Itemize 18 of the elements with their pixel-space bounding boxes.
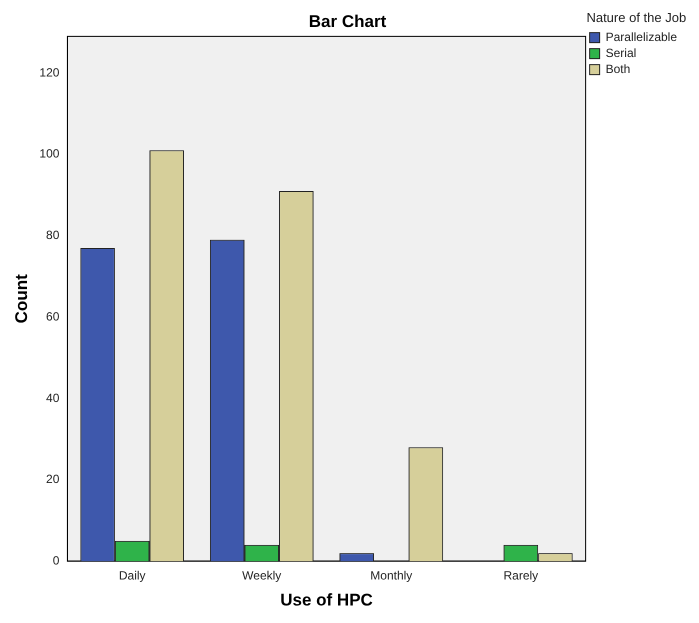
y-tick-label: 80	[46, 228, 60, 242]
legend-label: Serial	[606, 46, 636, 60]
x-tick-label: Weekly	[242, 568, 282, 583]
x-tick-label: Monthly	[370, 568, 412, 583]
y-tick-label: 60	[46, 309, 60, 324]
legend-label: Parallelizable	[606, 30, 678, 44]
legend-label: Both	[606, 62, 630, 76]
chart-title: Bar Chart	[308, 12, 387, 31]
y-tick-label: 100	[39, 146, 60, 161]
x-tick-label: Rarely	[504, 568, 538, 583]
x-tick-label: Daily	[118, 568, 146, 583]
x-axis-title: Use of HPC	[280, 590, 373, 610]
y-axis-title: Count	[12, 274, 31, 324]
legend-title: Nature of the Job	[586, 10, 686, 26]
y-tick-label: 0	[52, 554, 60, 568]
y-tick-label: 120	[39, 65, 60, 80]
y-tick-label: 20	[46, 472, 60, 486]
y-tick-label: 40	[46, 390, 60, 405]
